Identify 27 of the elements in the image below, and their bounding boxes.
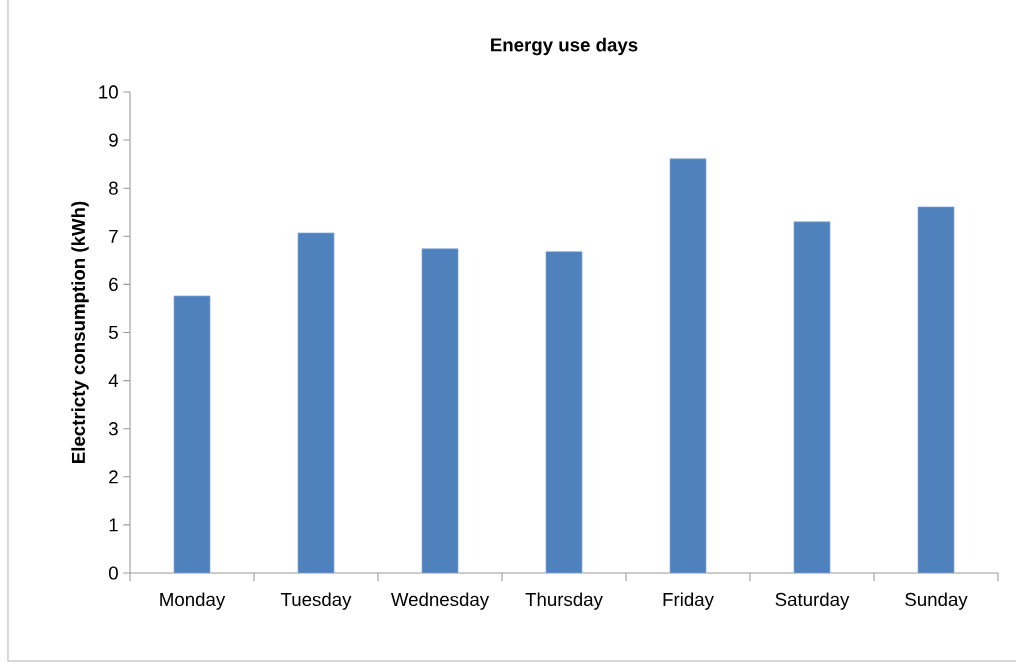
y-tick-label: 5 <box>109 325 118 340</box>
y-tick-label: 4 <box>108 374 119 388</box>
y-tick-label: 2 <box>109 470 118 484</box>
y-tick-label: 8 <box>109 181 118 195</box>
bar <box>173 295 211 573</box>
y-tick-label: 3 <box>108 422 118 436</box>
x-tick-label: Tuesday <box>280 592 352 610</box>
x-tick-label: Thursday <box>525 592 603 610</box>
y-tick-label: 10 <box>99 85 118 99</box>
y-tick-label: 9 <box>109 133 118 147</box>
bar <box>793 221 831 573</box>
x-tick-label: Wednesday <box>390 592 490 610</box>
x-tick-label: Friday <box>663 592 714 610</box>
bar <box>669 158 707 573</box>
bar <box>545 251 583 573</box>
bar <box>297 232 335 573</box>
bar <box>421 248 459 573</box>
y-tick-label: 6 <box>109 277 118 292</box>
x-tick-label: Sunday <box>905 592 968 610</box>
x-tick-label: Saturday <box>775 592 850 610</box>
x-tick-label: Monday <box>160 592 226 610</box>
y-tick-label: 7 <box>109 229 118 243</box>
y-tick-label: 1 <box>109 518 118 532</box>
chart-title: Energy use days <box>491 37 638 56</box>
y-tick-label: 0 <box>108 566 118 580</box>
y-axis-title: Electricty consumption (kWh) <box>71 201 89 463</box>
bar <box>917 206 955 573</box>
